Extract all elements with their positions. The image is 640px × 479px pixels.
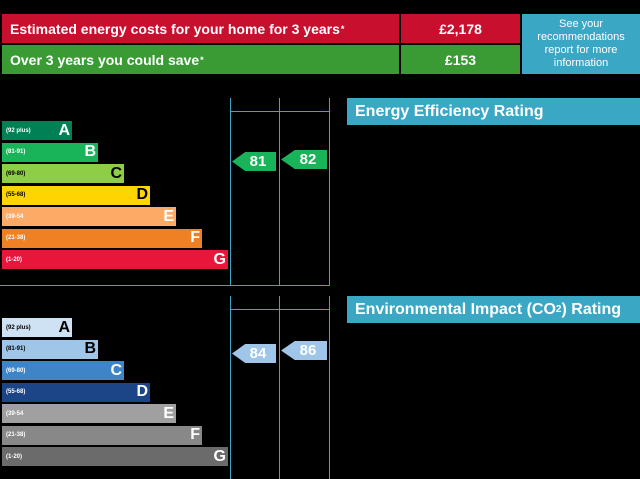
band-letter: C xyxy=(110,164,122,182)
band-range: (55-68) xyxy=(6,389,26,395)
current-rating-arrow: 81 xyxy=(232,152,276,171)
footnote-star: * xyxy=(200,54,204,65)
rating-band-c: (69-80) C xyxy=(2,361,124,380)
energy-rating-title: Energy Efficiency Rating xyxy=(347,98,640,125)
current-column-left-border xyxy=(230,98,231,286)
rating-band-e: (39-54 E xyxy=(2,207,176,226)
chart-bottom-rule xyxy=(0,285,330,286)
saving-row-label: Over 3 years you could save * xyxy=(2,45,399,74)
cost-label-text: Estimated energy costs for your home for… xyxy=(10,20,340,37)
cost-row-label: Estimated energy costs for your home for… xyxy=(2,14,399,43)
rating-band-g: (1-20) G xyxy=(2,250,228,269)
chart-top-rule xyxy=(230,309,330,310)
band-range: (81-91) xyxy=(6,346,26,352)
rating-band-e: (39-54 E xyxy=(2,404,176,423)
rating-band-c: (69-80) C xyxy=(2,164,124,183)
cost-value: £2,178 xyxy=(439,20,482,37)
band-letter: G xyxy=(213,447,226,465)
cost-value-cell: £2,178 xyxy=(401,14,520,43)
current-column-left-border xyxy=(230,296,231,479)
rating-band-f: (21-38) F xyxy=(2,228,202,248)
saving-label-text: Over 3 years you could save xyxy=(10,51,200,68)
band-letter: D xyxy=(136,383,148,400)
band-range: (92 plus) xyxy=(6,127,31,134)
band-range: (81-91) xyxy=(6,149,26,155)
potential-rating-value: 82 xyxy=(299,151,317,168)
rating-band-d: (55-68) D xyxy=(2,382,150,402)
rating-band-a: (92 plus) A xyxy=(2,121,72,140)
band-range: (55-68) xyxy=(6,192,26,198)
band-range: (1-20) xyxy=(6,453,23,460)
band-range: (21-38) xyxy=(6,432,26,438)
column-divider xyxy=(279,296,280,479)
rating-band-b: (81-91) B xyxy=(2,339,98,359)
band-letter: D xyxy=(136,186,148,203)
recommendations-info-box[interactable]: See your recommendations report for more… xyxy=(522,14,640,74)
potential-co2-rating-arrow: 86 xyxy=(281,341,327,360)
current-co2-rating-value: 84 xyxy=(249,345,267,362)
current-rating-value: 81 xyxy=(249,153,267,170)
band-range: (69-80) xyxy=(6,367,26,374)
recommendations-info-text: See your recommendations report for more… xyxy=(537,18,625,69)
saving-value-cell: £153 xyxy=(401,45,520,74)
band-letter: F xyxy=(190,229,200,246)
band-letter: C xyxy=(110,361,122,379)
environmental-rating-title: Environmental Impact (CO 2) Rating xyxy=(347,296,640,323)
band-range: (1-20) xyxy=(6,256,23,263)
potential-column-right-border xyxy=(329,98,330,286)
rating-band-a: (92 plus) A xyxy=(2,318,72,337)
saving-value: £153 xyxy=(444,51,477,68)
band-range: (21-38) xyxy=(6,235,26,241)
band-letter: B xyxy=(84,340,96,357)
band-letter: B xyxy=(84,143,96,160)
band-letter: A xyxy=(58,318,70,336)
footnote-star: * xyxy=(340,23,345,34)
column-divider xyxy=(279,98,280,286)
band-range: (39-54 xyxy=(6,213,24,220)
rating-band-g: (1-20) G xyxy=(2,447,228,466)
current-co2-rating-arrow: 84 xyxy=(232,344,276,363)
rating-band-b: (81-91) B xyxy=(2,142,98,162)
band-range: (39-54 xyxy=(6,410,24,417)
rating-band-f: (21-38) F xyxy=(2,425,202,445)
environmental-rating-chart: (92 plus) A (81-91) B (69-80) C (55-68) D (39-54… xyxy=(0,296,340,479)
band-range: (92 plus) xyxy=(6,324,31,331)
band-letter: A xyxy=(58,121,70,139)
band-letter: E xyxy=(163,207,174,225)
potential-column-right-border xyxy=(329,296,330,479)
energy-rating-chart: (92 plus) A (81-91) B (69-80) C (55-68) D (39-54… xyxy=(0,98,340,288)
band-letter: G xyxy=(213,250,226,268)
band-range: (69-80) xyxy=(6,170,26,177)
potential-co2-rating-value: 86 xyxy=(299,342,317,359)
chart-top-rule xyxy=(230,111,330,112)
band-letter: F xyxy=(190,426,200,443)
rating-band-d: (55-68) D xyxy=(2,185,150,205)
potential-rating-arrow: 82 xyxy=(281,150,327,169)
band-letter: E xyxy=(163,404,174,422)
